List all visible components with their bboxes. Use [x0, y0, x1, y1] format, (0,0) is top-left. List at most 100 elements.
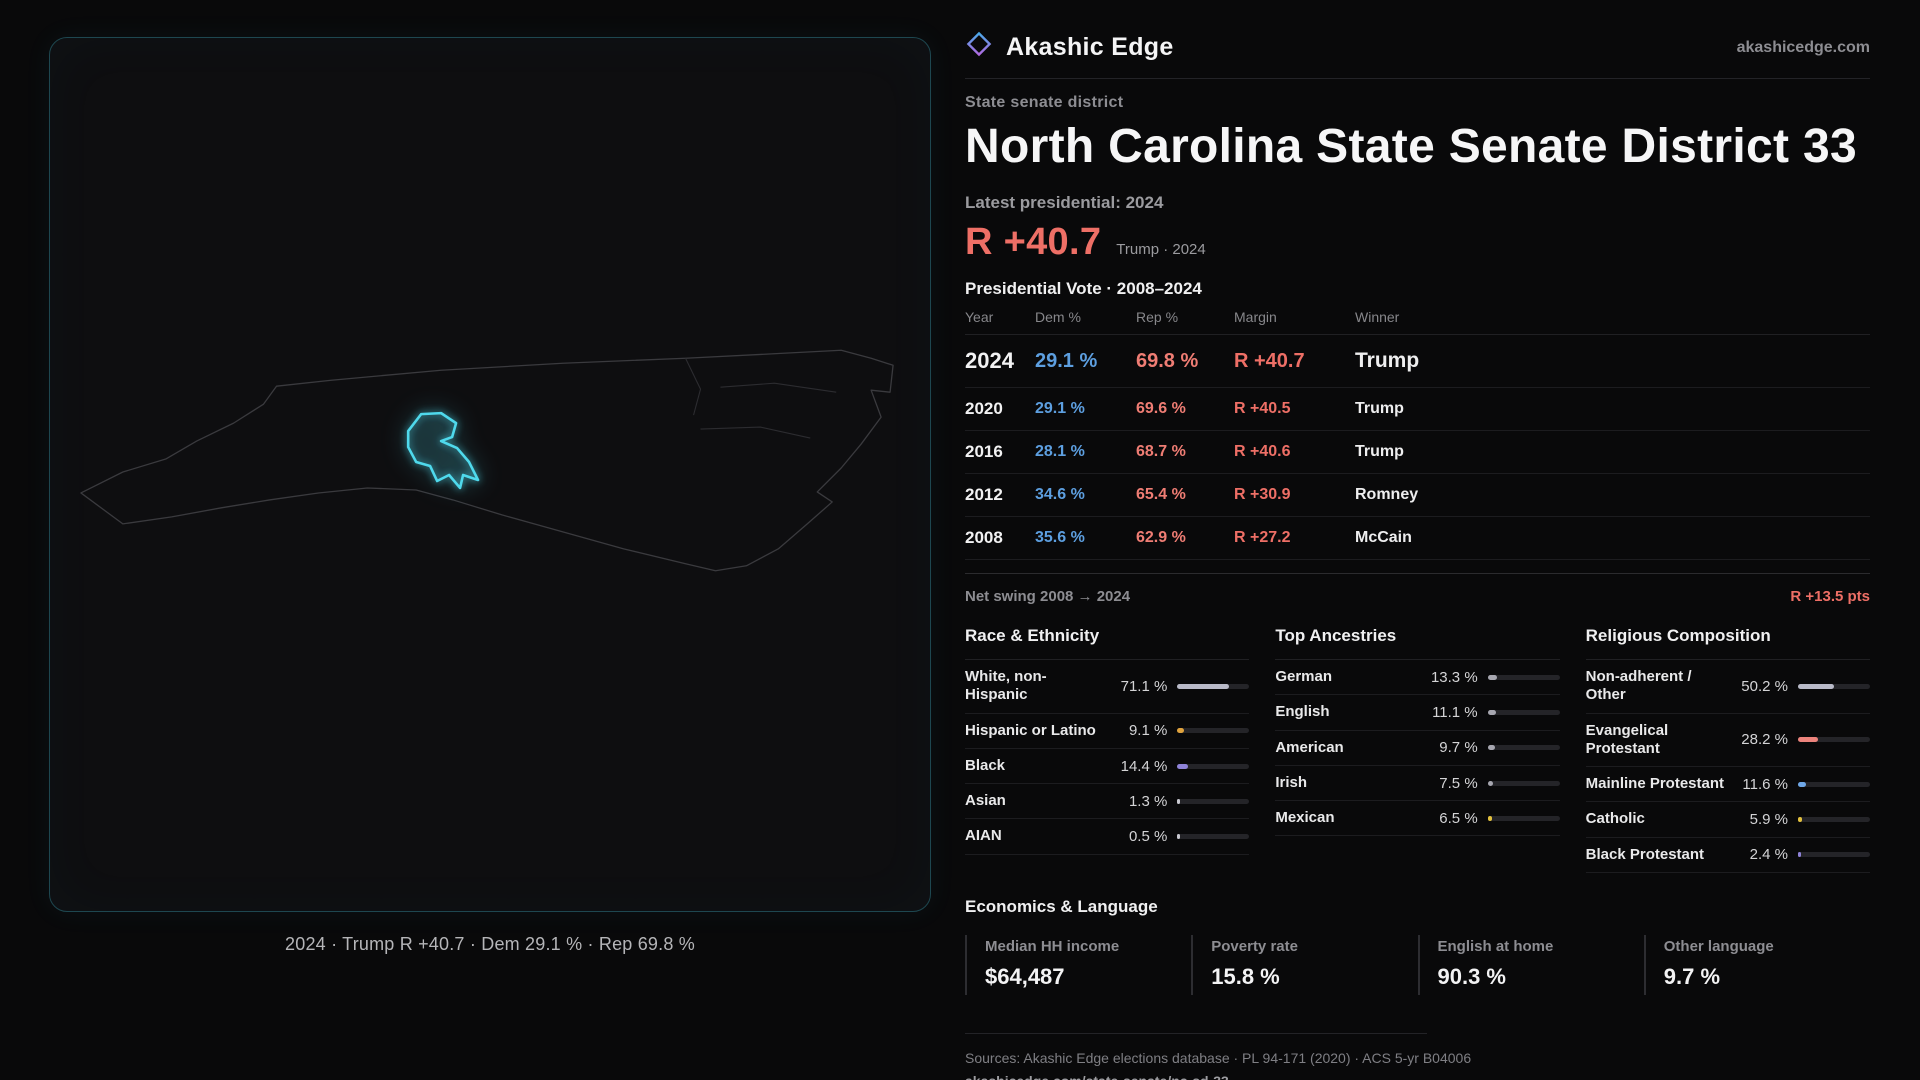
- demo-value: 14.4 %: [1120, 757, 1168, 775]
- demo-row: Evangelical Protestant 28.2 %: [1585, 714, 1870, 768]
- demographics-grid: Race & Ethnicity White, non-Hispanic 71.…: [965, 626, 1870, 874]
- demo-row: English 11.1 %: [1275, 695, 1560, 731]
- map-section: 2024 · Trump R +40.7 · Dem 29.1 % · Rep …: [49, 37, 931, 955]
- demo-bar: [1487, 709, 1560, 715]
- rep-cell: 62.9 %: [1136, 529, 1186, 546]
- economics-grid: Median HH income $64,487 Poverty rate 15…: [965, 935, 1870, 996]
- winner-cell: Romney: [1355, 486, 1419, 503]
- table-row: 2008 35.6 % 62.9 % R +27.2 McCain: [965, 517, 1870, 560]
- page-title: North Carolina State Senate District 33: [965, 120, 1857, 173]
- demo-bar: [1487, 815, 1560, 821]
- margin-cell: R +40.6: [1234, 443, 1291, 460]
- demo-row: Asian 1.3 %: [965, 784, 1250, 820]
- table-row: 2024 29.1 % 69.8 % R +40.7 Trump: [965, 335, 1870, 388]
- demo-bar: [1798, 781, 1870, 787]
- net-swing-row: Net swing 2008 → 2024 R +13.5 pts: [965, 588, 1870, 605]
- demo-row: Black 14.4 %: [965, 749, 1250, 785]
- column-margin: Margin: [1234, 309, 1277, 325]
- table-bottom-rule: [965, 573, 1870, 574]
- demo-bar: [1177, 798, 1250, 804]
- vote-table-title: Presidential Vote · 2008–2024: [965, 279, 1202, 298]
- district-kicker: State senate district: [965, 94, 1124, 111]
- demo-row: Irish 7.5 %: [1275, 766, 1560, 802]
- demo-row: White, non-Hispanic 71.1 %: [965, 660, 1250, 714]
- religious-composition-column: Religious Composition Non-adherent / Oth…: [1585, 626, 1870, 874]
- demo-bar: [1177, 728, 1250, 734]
- demo-value: 7.5 %: [1439, 774, 1478, 792]
- column-winner: Winner: [1355, 309, 1400, 325]
- dem-cell: 29.1 %: [1035, 349, 1098, 372]
- demo-label: Evangelical Protestant: [1585, 721, 1669, 757]
- demo-label: Black: [965, 756, 1006, 774]
- section-title: Top Ancestries: [1275, 626, 1560, 660]
- demo-bar: [1798, 817, 1870, 823]
- headline-margin-row: R +40.7 Trump · 2024: [965, 221, 1870, 264]
- coastal-sound-line-2: [720, 382, 837, 393]
- rep-cell: 65.4 %: [1136, 486, 1186, 503]
- stat-label: Median HH income: [985, 938, 1120, 956]
- margin-cell: R +27.2: [1234, 529, 1291, 546]
- demo-label: White, non-Hispanic: [965, 668, 1047, 704]
- dem-cell: 28.1 %: [1035, 443, 1085, 460]
- district-detail: Akashic Edge akashicedge.com State senat…: [965, 30, 1870, 1080]
- demo-value: 6.5 %: [1439, 809, 1478, 827]
- demo-value: 9.7 %: [1439, 739, 1478, 757]
- dem-cell: 35.6 %: [1035, 529, 1085, 546]
- net-swing-label: Net swing 2008 → 2024: [965, 588, 1131, 605]
- map-caption: 2024 · Trump R +40.7 · Dem 29.1 % · Rep …: [285, 934, 695, 954]
- demo-value: 2.4 %: [1749, 846, 1788, 864]
- stat-label: Other language: [1663, 938, 1774, 956]
- column-dem: Dem %: [1035, 309, 1081, 325]
- stat-cell: Median HH income $64,487: [965, 935, 1191, 996]
- margin-cell: R +40.7: [1234, 349, 1305, 372]
- stat-label: English at home: [1437, 938, 1554, 956]
- demo-row: Mexican 6.5 %: [1275, 801, 1560, 837]
- demo-value: 1.3 %: [1128, 792, 1168, 810]
- district-33-shape[interactable]: [406, 411, 480, 490]
- demo-label: Asian: [965, 792, 1006, 810]
- table-row: 2020 29.1 % 69.6 % R +40.5 Trump: [965, 388, 1870, 431]
- economics-title: Economics & Language: [965, 897, 1158, 917]
- year-cell: 2012: [965, 485, 1003, 504]
- demo-value: 11.6 %: [1742, 775, 1788, 793]
- coastal-sound-line-3: [700, 426, 811, 439]
- demo-bar: [1177, 683, 1250, 689]
- permalink-link[interactable]: akashicedge.com/state-senate/nc-sd-33: [965, 1073, 1870, 1080]
- demo-label: German: [1275, 668, 1333, 685]
- demo-label: Black Protestant: [1585, 845, 1705, 863]
- headline-margin-detail: Trump · 2024: [1116, 241, 1206, 258]
- brand-domain-link[interactable]: akashicedge.com: [1736, 38, 1870, 56]
- demo-label: English: [1275, 703, 1330, 721]
- demo-value: 50.2 %: [1741, 677, 1788, 695]
- headline-margin-value: R +40.7: [965, 221, 1102, 263]
- demo-row: Catholic 5.9 %: [1585, 802, 1870, 838]
- rep-cell: 68.7 %: [1136, 443, 1186, 460]
- demo-value: 71.1 %: [1120, 677, 1168, 695]
- demo-label: American: [1275, 738, 1344, 756]
- winner-cell: Trump: [1355, 400, 1404, 417]
- table-row: 2012 34.6 % 65.4 % R +30.9 Romney: [965, 474, 1870, 517]
- demo-row: AIAN 0.5 %: [965, 819, 1250, 855]
- demo-row: Mainline Protestant 11.6 %: [1585, 767, 1870, 803]
- table-row: 2016 28.1 % 68.7 % R +40.6 Trump: [965, 431, 1870, 474]
- brand-name: Akashic Edge: [1006, 33, 1174, 61]
- demo-value: 13.3 %: [1430, 668, 1478, 686]
- dem-cell: 34.6 %: [1035, 486, 1085, 503]
- year-cell: 2020: [965, 399, 1003, 418]
- stat-value: $64,487: [985, 964, 1065, 990]
- demo-label: Non-adherent / Other: [1585, 668, 1692, 704]
- demo-row: Hispanic or Latino 9.1 %: [965, 714, 1250, 749]
- vote-table-header: Year Dem % Rep % Margin Winner: [965, 309, 1870, 335]
- demo-row: Black Protestant 2.4 %: [1585, 838, 1870, 874]
- winner-cell: Trump: [1355, 443, 1404, 460]
- demo-row: German 13.3 %: [1275, 660, 1560, 696]
- column-year: Year: [965, 309, 994, 325]
- demo-label: AIAN: [965, 827, 1002, 845]
- section-title: Religious Composition: [1585, 626, 1870, 660]
- winner-cell: Trump: [1355, 349, 1420, 372]
- demo-label: Catholic: [1585, 810, 1645, 828]
- demo-row: American 9.7 %: [1275, 731, 1560, 766]
- demo-value: 28.2 %: [1741, 731, 1788, 749]
- column-rep: Rep %: [1136, 309, 1179, 325]
- demo-label: Hispanic or Latino: [965, 721, 1096, 739]
